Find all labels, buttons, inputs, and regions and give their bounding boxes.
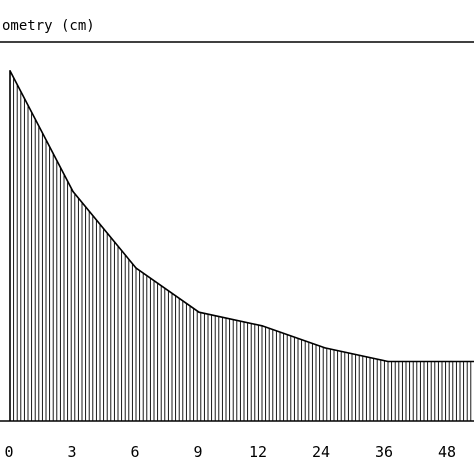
data-point: [135, 267, 137, 269]
x-tick-label: 3: [67, 443, 76, 461]
x-tick-label: 6: [130, 443, 139, 461]
data-point: [72, 190, 74, 193]
x-tick-labels: 0 3 6 9 12 24 36 48: [4, 70, 456, 461]
x-tick-label: 36: [375, 443, 393, 461]
x-tick-label: 9: [193, 443, 202, 461]
data-point: [198, 311, 200, 314]
x-tick-label: 0: [4, 443, 13, 461]
data-point: [261, 325, 263, 327]
area-outline: [9, 70, 474, 421]
x-tick-label: 24: [312, 443, 330, 461]
data-point: [9, 70, 11, 72]
x-tick-label: 48: [438, 443, 456, 461]
chart-title: ometry (cm): [2, 18, 95, 34]
data-point: [450, 360, 452, 363]
data-point: [387, 360, 389, 363]
data-point: [324, 347, 326, 349]
x-tick-label: 12: [249, 443, 267, 461]
area-hatch: [9, 70, 472, 421]
